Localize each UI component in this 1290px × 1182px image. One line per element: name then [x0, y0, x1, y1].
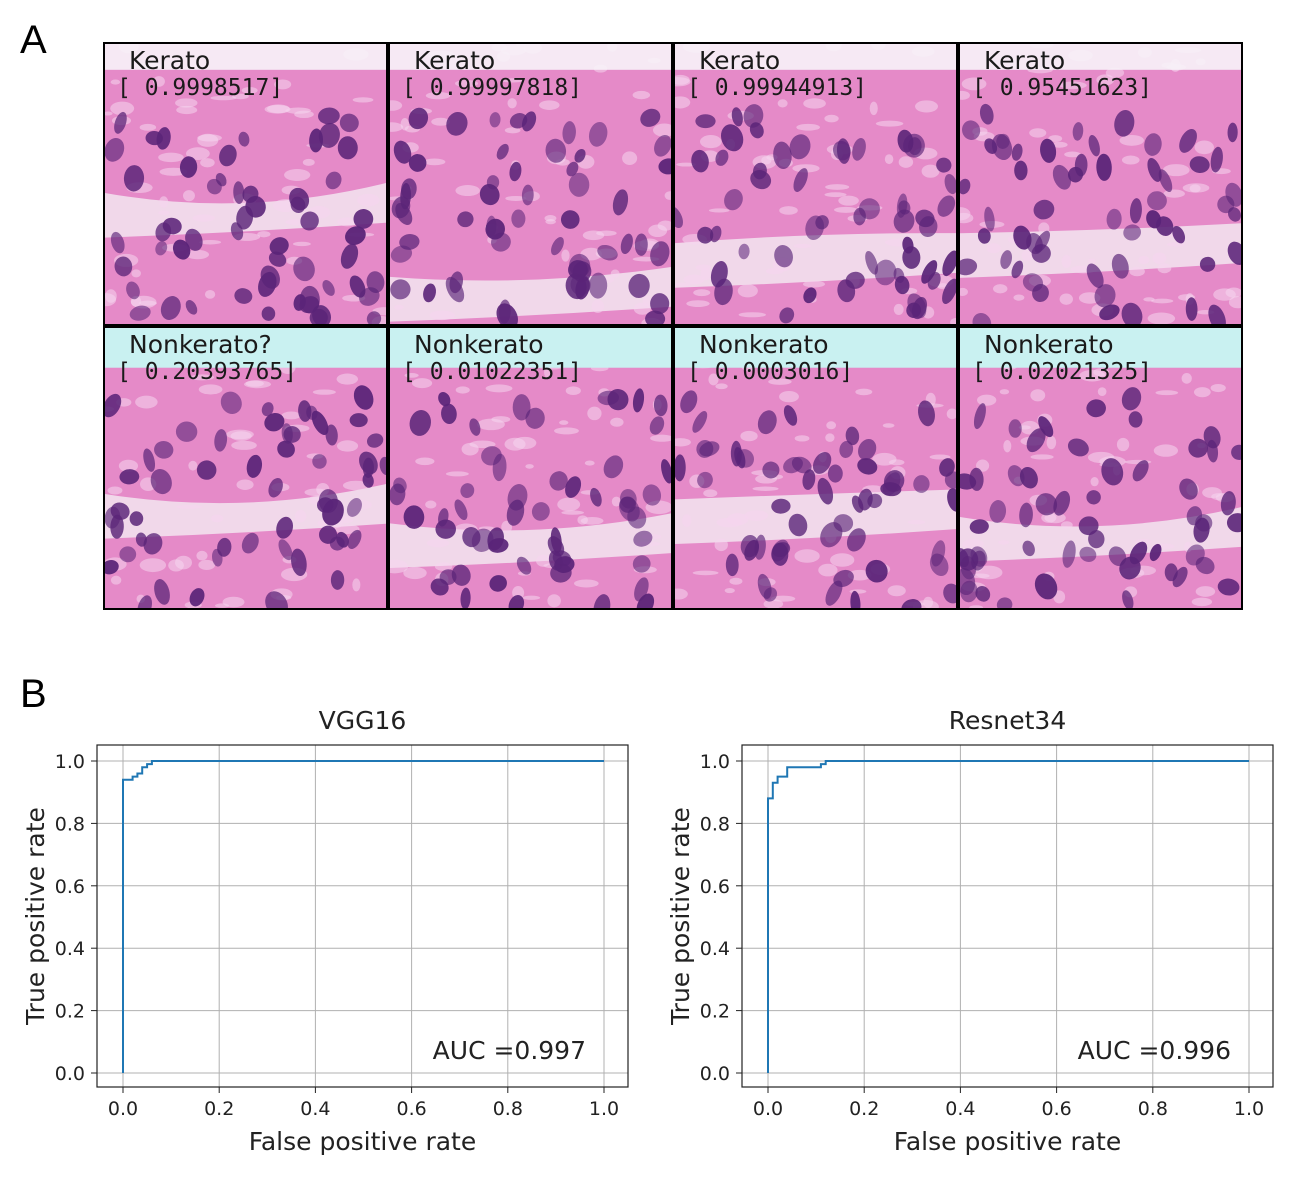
roc-chart-vgg16: VGG16 0.0 0.2 0.4 0.6 0.8 1.0 0.0 0.2 0.4 0.6 0.8 1.…	[21, 706, 629, 1156]
histology-tile: Nonkerato[ 0.0003016]	[675, 328, 956, 608]
tissue-texture	[960, 328, 1241, 608]
x-tick-label: 0.2	[204, 1098, 234, 1120]
y-tick-label: 0.4	[55, 938, 85, 960]
tissue-texture	[105, 44, 386, 324]
tissue-texture	[675, 328, 956, 608]
histology-tile-grid: Kerato[ 0.9998517] Kerato[ 0.99997818] K…	[103, 42, 1243, 610]
tile-score: [ 0.0003016]	[687, 359, 854, 385]
x-tick-label: 0.8	[1138, 1098, 1168, 1120]
tile-score: [ 0.99997818]	[402, 75, 583, 101]
tissue-texture	[390, 328, 671, 608]
histology-tile: Kerato[ 0.99944913]	[675, 44, 956, 324]
y-tick-label: 0.0	[55, 1063, 85, 1085]
x-tick-label: 1.0	[589, 1098, 619, 1120]
x-tick-label: 0.6	[1041, 1098, 1071, 1120]
histology-tile: Nonkerato?[ 0.20393765]	[105, 328, 386, 608]
tile-class-label: Kerato	[414, 46, 496, 75]
tile-score: [ 0.95451623]	[972, 75, 1153, 101]
x-tick-label: 0.8	[493, 1098, 523, 1120]
x-tick-label: 0.6	[396, 1098, 426, 1120]
tissue-texture	[390, 44, 671, 324]
roc-curve-line	[767, 760, 1249, 1073]
histology-tile: Kerato[ 0.99997818]	[390, 44, 671, 324]
x-tick-label: 0.0	[108, 1098, 138, 1120]
auc-annotation: AUC =0.997	[433, 1036, 586, 1065]
y-tick-label: 0.2	[55, 1001, 85, 1023]
tile-score: [ 0.9998517]	[117, 75, 284, 101]
x-axis-label: False positive rate	[894, 1127, 1122, 1156]
y-tick-label: 0.0	[700, 1063, 730, 1085]
x-tick-label: 0.4	[300, 1098, 330, 1120]
tissue-texture	[105, 328, 386, 608]
y-axis-label: True positive rate	[21, 807, 50, 1026]
panel-letter-a: A	[20, 18, 47, 62]
y-tick-label: 0.4	[700, 938, 730, 960]
tile-class-label: Kerato	[699, 46, 781, 75]
histology-tile: Nonkerato[ 0.02021325]	[960, 328, 1241, 608]
y-axis-label: True positive rate	[666, 807, 695, 1026]
tile-score: [ 0.99944913]	[687, 75, 868, 101]
panel-letter-b: B	[20, 672, 47, 716]
y-tick-label: 0.8	[700, 813, 730, 835]
tile-class-label: Nonkerato	[699, 330, 829, 359]
roc-chart-resnet34: Resnet34 0.0 0.2 0.4 0.6 0.8 1.0 0.0 0.2 0.4 0.6 0.…	[666, 706, 1274, 1156]
tissue-texture	[960, 44, 1241, 324]
y-tick-label: 1.0	[55, 751, 85, 773]
tile-class-label: Nonkerato	[414, 330, 544, 359]
tile-score: [ 0.01022351]	[402, 359, 583, 385]
y-tick-label: 0.6	[700, 876, 730, 898]
tile-score: [ 0.02021325]	[972, 359, 1153, 385]
y-tick-label: 0.8	[55, 813, 85, 835]
plot-frame	[741, 744, 1274, 1088]
x-tick-label: 0.2	[849, 1098, 879, 1120]
chart-title: Resnet34	[949, 706, 1067, 735]
y-tick-label: 1.0	[700, 751, 730, 773]
roc-curve-line	[122, 760, 604, 1073]
tile-class-label: Nonkerato	[984, 330, 1114, 359]
x-tick-label: 1.0	[1234, 1098, 1264, 1120]
histology-tile: Nonkerato[ 0.01022351]	[390, 328, 671, 608]
auc-annotation: AUC =0.996	[1078, 1036, 1231, 1065]
y-tick-label: 0.6	[55, 876, 85, 898]
plot-frame	[96, 744, 629, 1088]
tissue-texture	[675, 44, 956, 324]
x-tick-label: 0.4	[945, 1098, 975, 1120]
histology-tile: Kerato[ 0.95451623]	[960, 44, 1241, 324]
y-tick-label: 0.2	[700, 1001, 730, 1023]
histology-tile: Kerato[ 0.9998517]	[105, 44, 386, 324]
x-axis-label: False positive rate	[249, 1127, 477, 1156]
tile-class-label: Kerato	[984, 46, 1066, 75]
tile-class-label: Kerato	[129, 46, 211, 75]
chart-title: VGG16	[319, 706, 407, 735]
x-tick-label: 0.0	[753, 1098, 783, 1120]
tile-score: [ 0.20393765]	[117, 359, 298, 385]
tile-class-label: Nonkerato?	[129, 330, 272, 359]
